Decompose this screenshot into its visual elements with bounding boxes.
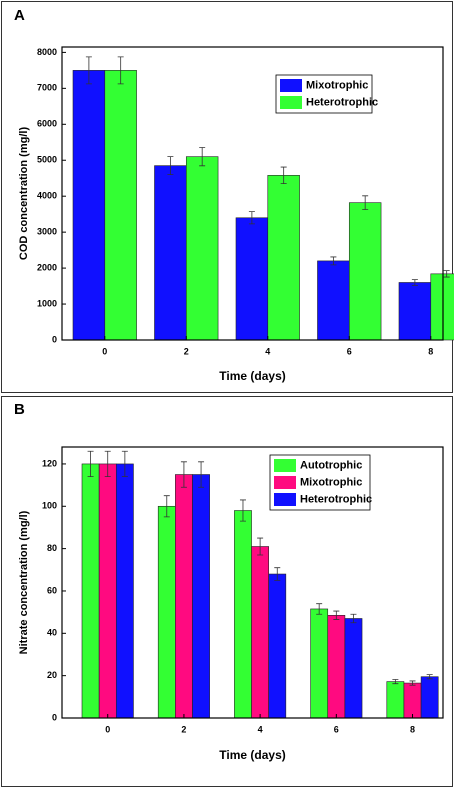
bar	[72, 70, 106, 341]
error-bar	[350, 613, 357, 624]
bar	[192, 474, 210, 719]
error-bar	[248, 211, 255, 225]
y-tick-label: 8000	[37, 47, 57, 57]
bar	[235, 217, 269, 341]
y-tick-label: 100	[42, 501, 57, 511]
bar	[268, 573, 287, 719]
x-tick-label: 2	[181, 724, 186, 734]
error-bar	[316, 603, 323, 615]
legend-label: Heterotrophic	[306, 96, 378, 108]
x-tick-label: 8	[428, 346, 433, 356]
error-bar	[167, 156, 174, 176]
bar	[267, 175, 300, 341]
legend-swatch	[280, 96, 302, 109]
error-bar	[199, 147, 206, 167]
bar	[157, 505, 176, 719]
error-bar	[362, 195, 369, 210]
x-tick-label: 4	[258, 724, 263, 734]
y-axis-title: Nitrate concentration (mg/l)	[18, 510, 30, 654]
error-bar	[104, 450, 111, 478]
error-bar	[392, 679, 399, 685]
bar	[175, 474, 193, 719]
bar	[104, 70, 137, 341]
y-tick-label: 80	[47, 543, 57, 553]
plot-frame	[61, 446, 444, 719]
y-tick-label: 20	[47, 670, 57, 680]
error-bar	[280, 166, 287, 185]
legend-swatch	[280, 79, 302, 92]
bar	[98, 463, 117, 719]
panel-label: A	[14, 7, 25, 24]
y-tick-label: 0	[52, 712, 57, 722]
error-bar	[239, 499, 246, 522]
error-bar	[409, 680, 416, 686]
error-bar	[121, 450, 128, 478]
y-axis-title: COD concentration (mg/l)	[18, 127, 30, 261]
y-tick-label: 5000	[37, 155, 57, 165]
y-tick-label: 60	[47, 585, 57, 595]
x-tick-label: 0	[102, 346, 107, 356]
y-tick-label: 2000	[37, 262, 57, 272]
x-tick-label: 2	[184, 346, 189, 356]
bar	[430, 273, 454, 341]
bar	[154, 165, 187, 341]
x-axis-title: Time (days)	[219, 748, 285, 762]
x-tick-label: 4	[265, 346, 270, 356]
bar	[327, 615, 346, 719]
y-tick-label: 7000	[37, 83, 57, 93]
error-bar	[117, 56, 124, 85]
bar	[310, 608, 329, 719]
error-bar	[198, 461, 205, 488]
error-bar	[180, 461, 187, 488]
x-tick-label: 6	[347, 346, 352, 356]
error-bar	[87, 450, 94, 478]
panel-frame	[1, 396, 453, 787]
y-tick-label: 0	[52, 334, 57, 344]
error-bar	[426, 674, 433, 680]
bar	[344, 618, 363, 719]
legend-swatch	[274, 459, 296, 472]
bar	[348, 202, 382, 341]
bar	[81, 463, 100, 719]
error-bar	[257, 537, 264, 556]
panel-label: B	[14, 401, 25, 418]
y-tick-label: 3000	[37, 227, 57, 237]
y-tick-label: 4000	[37, 191, 57, 201]
bar	[185, 156, 219, 341]
x-axis-title: Time (days)	[219, 369, 285, 383]
y-tick-label: 40	[47, 628, 57, 638]
bar	[115, 463, 134, 719]
legend-label: Mixotrophic	[300, 476, 362, 488]
error-bar	[333, 610, 340, 620]
plot-frame	[61, 46, 444, 341]
error-bar	[274, 567, 281, 581]
bar	[420, 676, 439, 719]
legend-label: Autotrophic	[300, 459, 362, 471]
bar	[251, 546, 269, 719]
legend-label: Mixotrophic	[306, 79, 368, 91]
x-tick-label: 8	[410, 724, 415, 734]
legend-swatch	[274, 493, 296, 506]
error-bar	[163, 495, 170, 518]
legend-label: Heterotrophic	[300, 493, 372, 505]
error-bar	[85, 56, 92, 85]
error-bar	[330, 256, 337, 266]
y-tick-label: 6000	[37, 119, 57, 129]
x-tick-label: 0	[105, 724, 110, 734]
bar	[403, 682, 422, 719]
x-tick-label: 6	[334, 724, 339, 734]
bar	[317, 260, 350, 341]
error-bar	[411, 279, 418, 286]
bar	[234, 510, 252, 719]
bar	[386, 681, 405, 719]
bar	[398, 282, 432, 341]
y-tick-label: 1000	[37, 298, 57, 308]
legend-swatch	[274, 476, 296, 489]
panel-frame	[1, 1, 453, 393]
y-tick-label: 120	[42, 458, 57, 468]
error-bar	[443, 270, 450, 278]
